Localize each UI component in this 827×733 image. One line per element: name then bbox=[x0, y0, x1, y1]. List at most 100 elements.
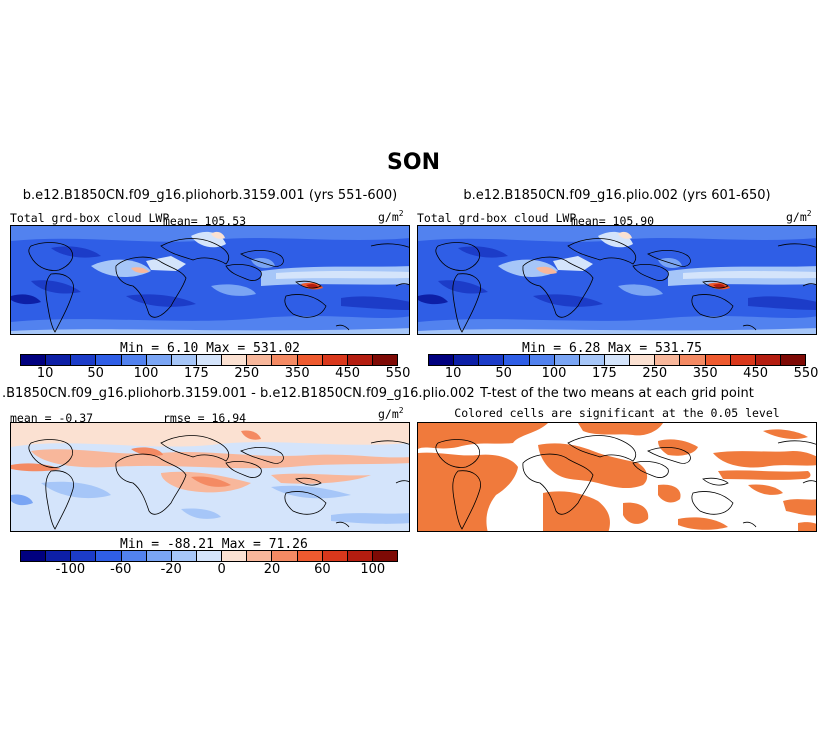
minmax-label-bottom-left: Min = -88.21 Max = 71.26 bbox=[120, 537, 308, 552]
colorbar-swatch bbox=[121, 355, 147, 365]
minmax-label-top-left: Min = 6.10 Max = 531.02 bbox=[120, 341, 301, 356]
colorbar-tick-label: 550 bbox=[793, 366, 819, 381]
colorbar-bottom-left bbox=[20, 550, 398, 562]
colorbar-swatch bbox=[121, 551, 147, 561]
colorbar-swatch bbox=[171, 355, 197, 365]
colorbar-swatch bbox=[680, 355, 706, 365]
units-label-top-left: g/m2 bbox=[378, 209, 404, 224]
variable-label-top-left: Total grd-box cloud LWP bbox=[10, 211, 170, 225]
colorbar-tick-label: -100 bbox=[55, 562, 86, 577]
colorbar-swatch bbox=[322, 551, 348, 561]
panel-subtitle-bottom-right: Colored cells are significant at the 0.0… bbox=[454, 406, 780, 420]
colorbar-swatch bbox=[171, 551, 197, 561]
mean-label-top-right: mean= 105.90 bbox=[571, 214, 655, 228]
colorbar-swatch bbox=[46, 551, 72, 561]
colorbar-swatch bbox=[630, 355, 656, 365]
colorbar-swatch bbox=[71, 355, 97, 365]
mean-label-bottom-left: mean = -0.37 bbox=[10, 411, 94, 425]
panel-title-top-left: b.e12.B1850CN.f09_g16.pliohorb.3159.001 … bbox=[22, 188, 398, 203]
colorbar-swatch bbox=[579, 355, 605, 365]
lwp-map-b bbox=[418, 226, 816, 334]
colorbar-swatch bbox=[372, 551, 398, 561]
colorbar-swatch bbox=[529, 355, 555, 365]
colorbar-tick-label: -20 bbox=[160, 562, 182, 577]
colorbar-top-right bbox=[428, 354, 806, 366]
colorbar-swatch bbox=[504, 355, 530, 365]
colorbar-swatch bbox=[96, 355, 122, 365]
minmax-label-top-right: Min = 6.28 Max = 531.75 bbox=[522, 341, 703, 356]
colorbar-swatches bbox=[428, 354, 806, 366]
colorbar-swatch bbox=[21, 355, 47, 365]
colorbar-swatch bbox=[454, 355, 480, 365]
colorbar-swatch bbox=[196, 355, 223, 365]
map-bottom-right bbox=[417, 422, 817, 532]
colorbar-swatch bbox=[604, 355, 631, 365]
colorbar-swatch bbox=[272, 355, 298, 365]
colorbar-swatch bbox=[297, 355, 323, 365]
colorbar-swatch bbox=[372, 355, 398, 365]
colorbar-tick-label: -60 bbox=[110, 562, 132, 577]
colorbar-tick-label: 250 bbox=[642, 366, 668, 381]
rmse-label-bottom-left: rmse = 16.94 bbox=[163, 411, 247, 425]
colorbar-tick-label: 0 bbox=[217, 562, 226, 577]
colorbar-tick-label: 175 bbox=[183, 366, 209, 381]
colorbar-swatch bbox=[655, 355, 681, 365]
colorbar-swatch bbox=[730, 355, 756, 365]
colorbar-swatch bbox=[146, 551, 172, 561]
colorbar-tick-label: 175 bbox=[591, 366, 617, 381]
colorbar-swatch bbox=[46, 355, 72, 365]
colorbar-ticks-top-left: 10 50 100 175 250 350 450 550 bbox=[20, 364, 411, 381]
panel-title-bottom-left: .B1850CN.f09_g16.pliohorb.3159.001 - b.e… bbox=[2, 386, 475, 401]
colorbar-swatch bbox=[21, 551, 47, 561]
colorbar-swatch bbox=[347, 355, 373, 365]
season-title: SON bbox=[387, 150, 440, 175]
colorbar-swatch bbox=[429, 355, 455, 365]
colorbar-tick-label: 100 bbox=[133, 366, 159, 381]
colorbar-tick-label: 10 bbox=[444, 366, 462, 381]
colorbar-swatch bbox=[247, 551, 273, 561]
units-label-top-right: g/m2 bbox=[786, 209, 812, 224]
colorbar-swatch bbox=[71, 551, 97, 561]
colorbar-swatches bbox=[20, 550, 398, 562]
colorbar-swatches bbox=[20, 354, 398, 366]
colorbar-tick-label: 100 bbox=[541, 366, 567, 381]
colorbar-swatch bbox=[146, 355, 172, 365]
colorbar-tick-label: 550 bbox=[385, 366, 411, 381]
colorbar-swatch bbox=[347, 551, 373, 561]
map-top-right bbox=[417, 225, 817, 335]
difference-map bbox=[11, 423, 409, 531]
colorbar-tick-label: 20 bbox=[263, 562, 281, 577]
colorbar-tick-label: 100 bbox=[360, 562, 386, 577]
variable-label-top-right: Total grd-box cloud LWP bbox=[417, 211, 577, 225]
panel-title-bottom-right: T-test of the two means at each grid poi… bbox=[480, 386, 754, 401]
colorbar-tick-label: 50 bbox=[495, 366, 512, 381]
colorbar-ticks-bottom-left: -100 -60 -20 0 20 60 100 bbox=[20, 560, 398, 577]
colorbar-top-left bbox=[20, 354, 398, 366]
panel-title-top-right: b.e12.B1850CN.f09_g16.plio.002 (yrs 601-… bbox=[463, 188, 771, 203]
colorbar-swatch bbox=[222, 355, 248, 365]
colorbar-ticks-top-right: 10 50 100 175 250 350 450 550 bbox=[428, 364, 819, 381]
colorbar-swatch bbox=[780, 355, 806, 365]
colorbar-swatch bbox=[479, 355, 505, 365]
map-top-left bbox=[10, 225, 410, 335]
colorbar-swatch bbox=[297, 551, 323, 561]
significance-map bbox=[418, 423, 816, 531]
mean-label-top-left: mean= 105.53 bbox=[163, 214, 247, 228]
units-label-bottom-left: g/m2 bbox=[378, 406, 404, 421]
colorbar-swatch bbox=[222, 551, 248, 561]
colorbar-swatch bbox=[196, 551, 223, 561]
colorbar-tick-label: 350 bbox=[284, 366, 310, 381]
colorbar-tick-label: 450 bbox=[743, 366, 769, 381]
colorbar-tick-label: 450 bbox=[335, 366, 361, 381]
colorbar-swatch bbox=[554, 355, 580, 365]
colorbar-tick-label: 10 bbox=[36, 366, 54, 381]
colorbar-tick-label: 60 bbox=[314, 562, 331, 577]
colorbar-tick-label: 350 bbox=[692, 366, 718, 381]
colorbar-tick-label: 250 bbox=[234, 366, 260, 381]
lwp-map-a bbox=[11, 226, 409, 334]
colorbar-swatch bbox=[755, 355, 781, 365]
colorbar-swatch bbox=[705, 355, 731, 365]
colorbar-swatch bbox=[247, 355, 273, 365]
map-bottom-left bbox=[10, 422, 410, 532]
colorbar-swatch bbox=[96, 551, 122, 561]
